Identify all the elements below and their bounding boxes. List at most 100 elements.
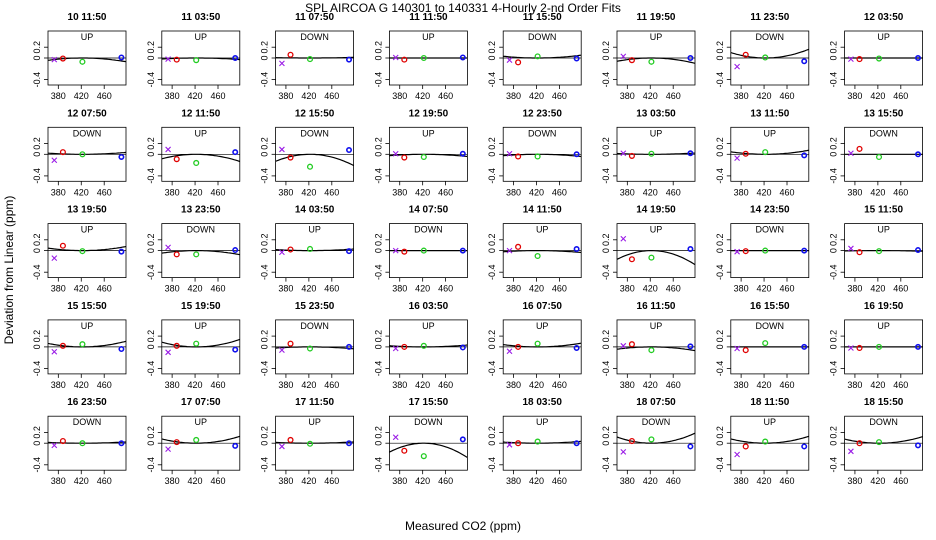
point-green: [875, 343, 883, 350]
panel-direction: DOWN: [300, 321, 329, 331]
fit-curve: [844, 436, 923, 444]
y-tick-label: 0: [601, 152, 611, 157]
point-green: [193, 251, 200, 258]
panel-title: 10 11:50: [68, 12, 107, 23]
x-tick-label: 380: [620, 187, 635, 197]
y-tick-label: 0: [146, 344, 156, 349]
panel-11-07-50: 11 07:50 DOWN 380 420 460 -0.4 00.2: [260, 12, 355, 101]
panel-13-11-50: 13 11:50 UP 380 420 460 -0.4 0 0.2: [715, 108, 810, 197]
point-green: [420, 247, 427, 254]
x-tick-label: 420: [870, 91, 885, 101]
fit-curve: [275, 441, 354, 444]
point-purple: [734, 155, 740, 161]
x-tick-label: 460: [438, 284, 453, 294]
x-tick-label: 420: [870, 187, 885, 197]
panel-direction: UP: [536, 225, 549, 235]
panel-title: 11 23:50: [750, 12, 789, 23]
panel-11-23-50: 11 23:50 DOWN 380 420 460 -0.4 00.2: [715, 12, 810, 101]
point-green: [762, 149, 769, 156]
point-purple: [506, 150, 513, 157]
x-tick-label: 460: [666, 284, 681, 294]
panel-direction: UP: [81, 225, 94, 235]
y-tick-label: 0: [829, 344, 839, 349]
point-purple: [620, 448, 627, 455]
panel-direction: DOWN: [73, 417, 102, 427]
point-red: [742, 248, 749, 255]
point-red: [401, 447, 408, 454]
x-tick-label: 420: [415, 284, 430, 294]
panel-16-03-50: 16 03:50 UP 380 420 460 -0.4 00.2: [373, 301, 468, 390]
y-tick-label: -0.4: [260, 168, 270, 184]
x-tick-label: 380: [165, 187, 180, 197]
panel-title: 13 19:50: [67, 205, 107, 216]
y-tick-label: 0: [260, 441, 270, 446]
panel-14-03-50: 14 03:50 UP 380 420 460 -0.4 00.2: [260, 205, 355, 294]
point-purple: [734, 345, 740, 352]
panel-direction: UP: [877, 32, 890, 42]
point-red: [173, 156, 180, 163]
chart-title: SPL AIRCOA G 140301 to 140331 4-Hourly 2…: [305, 1, 621, 15]
x-tick-label: 460: [324, 91, 339, 101]
x-tick-label: 460: [438, 91, 453, 101]
point-green: [306, 245, 314, 253]
fit-curve: [389, 442, 468, 459]
x-tick-label: 380: [278, 187, 293, 197]
x-tick-label: 380: [734, 187, 749, 197]
y-tick-label: -0.4: [260, 264, 270, 280]
point-blue: [459, 247, 466, 254]
y-tick-label: -0.4: [601, 457, 611, 473]
panel-direction: UP: [195, 321, 208, 331]
fit-curve: [161, 250, 240, 256]
point-red: [59, 55, 66, 62]
x-tick-label: 380: [392, 284, 407, 294]
fit-curve: [503, 342, 582, 348]
x-tick-label: 460: [666, 91, 681, 101]
x-axis-label: Measured CO2 (ppm): [405, 519, 521, 533]
x-tick-label: 460: [324, 284, 339, 294]
panel-title: 11 19:50: [637, 12, 676, 23]
fit-curve: [47, 441, 127, 444]
point-blue: [915, 343, 922, 350]
y-tick-label: -0.4: [146, 264, 156, 280]
fit-curve: [161, 435, 240, 444]
x-tick-label: 420: [529, 187, 544, 197]
point-green: [648, 254, 655, 261]
x-tick-label: 420: [301, 187, 316, 197]
y-tick-label: 0: [260, 344, 270, 349]
y-tick-label: 0.2: [601, 426, 611, 439]
x-tick-label: 460: [97, 284, 112, 294]
y-tick-label: 0.2: [146, 426, 156, 439]
x-tick-label: 380: [506, 380, 521, 390]
fit-curve: [503, 250, 582, 254]
x-tick-label: 380: [734, 91, 749, 101]
point-blue: [915, 54, 922, 61]
panel-title: 16 03:50: [409, 301, 449, 312]
x-tick-label: 420: [529, 284, 544, 294]
y-tick-label: 0.2: [715, 41, 725, 54]
point-red: [856, 440, 863, 447]
point-blue: [915, 151, 922, 158]
x-tick-label: 420: [870, 284, 885, 294]
panel-13-19-50: 13 19:50 UP 380 420 460 -0.4 00.2: [32, 205, 127, 294]
x-tick-label: 380: [165, 284, 180, 294]
y-tick-label: 0.2: [32, 426, 42, 439]
x-tick-label: 460: [438, 380, 453, 390]
point-blue: [232, 54, 239, 61]
point-purple: [848, 245, 854, 252]
point-purple: [392, 247, 399, 254]
panel-12-19-50: 12 19:50 UP 380 420 460 -0.4 0 0.2: [373, 108, 468, 197]
y-tick-label: 0: [32, 152, 42, 157]
x-tick-label: 420: [74, 187, 89, 197]
fit-curve: [275, 56, 354, 59]
point-purple: [506, 348, 513, 355]
y-tick-label: 0.2: [487, 41, 497, 54]
y-tick-label: 0.2: [32, 330, 42, 343]
y-tick-label: -0.4: [32, 457, 42, 473]
y-tick-label: 0.2: [487, 426, 497, 439]
point-red: [515, 343, 522, 350]
fit-curve: [47, 340, 127, 348]
point-green: [306, 440, 314, 447]
panel-title: 13 15:50: [864, 108, 904, 119]
panel-title: 13 23:50: [181, 205, 221, 216]
y-tick-label: 0.2: [373, 330, 383, 343]
